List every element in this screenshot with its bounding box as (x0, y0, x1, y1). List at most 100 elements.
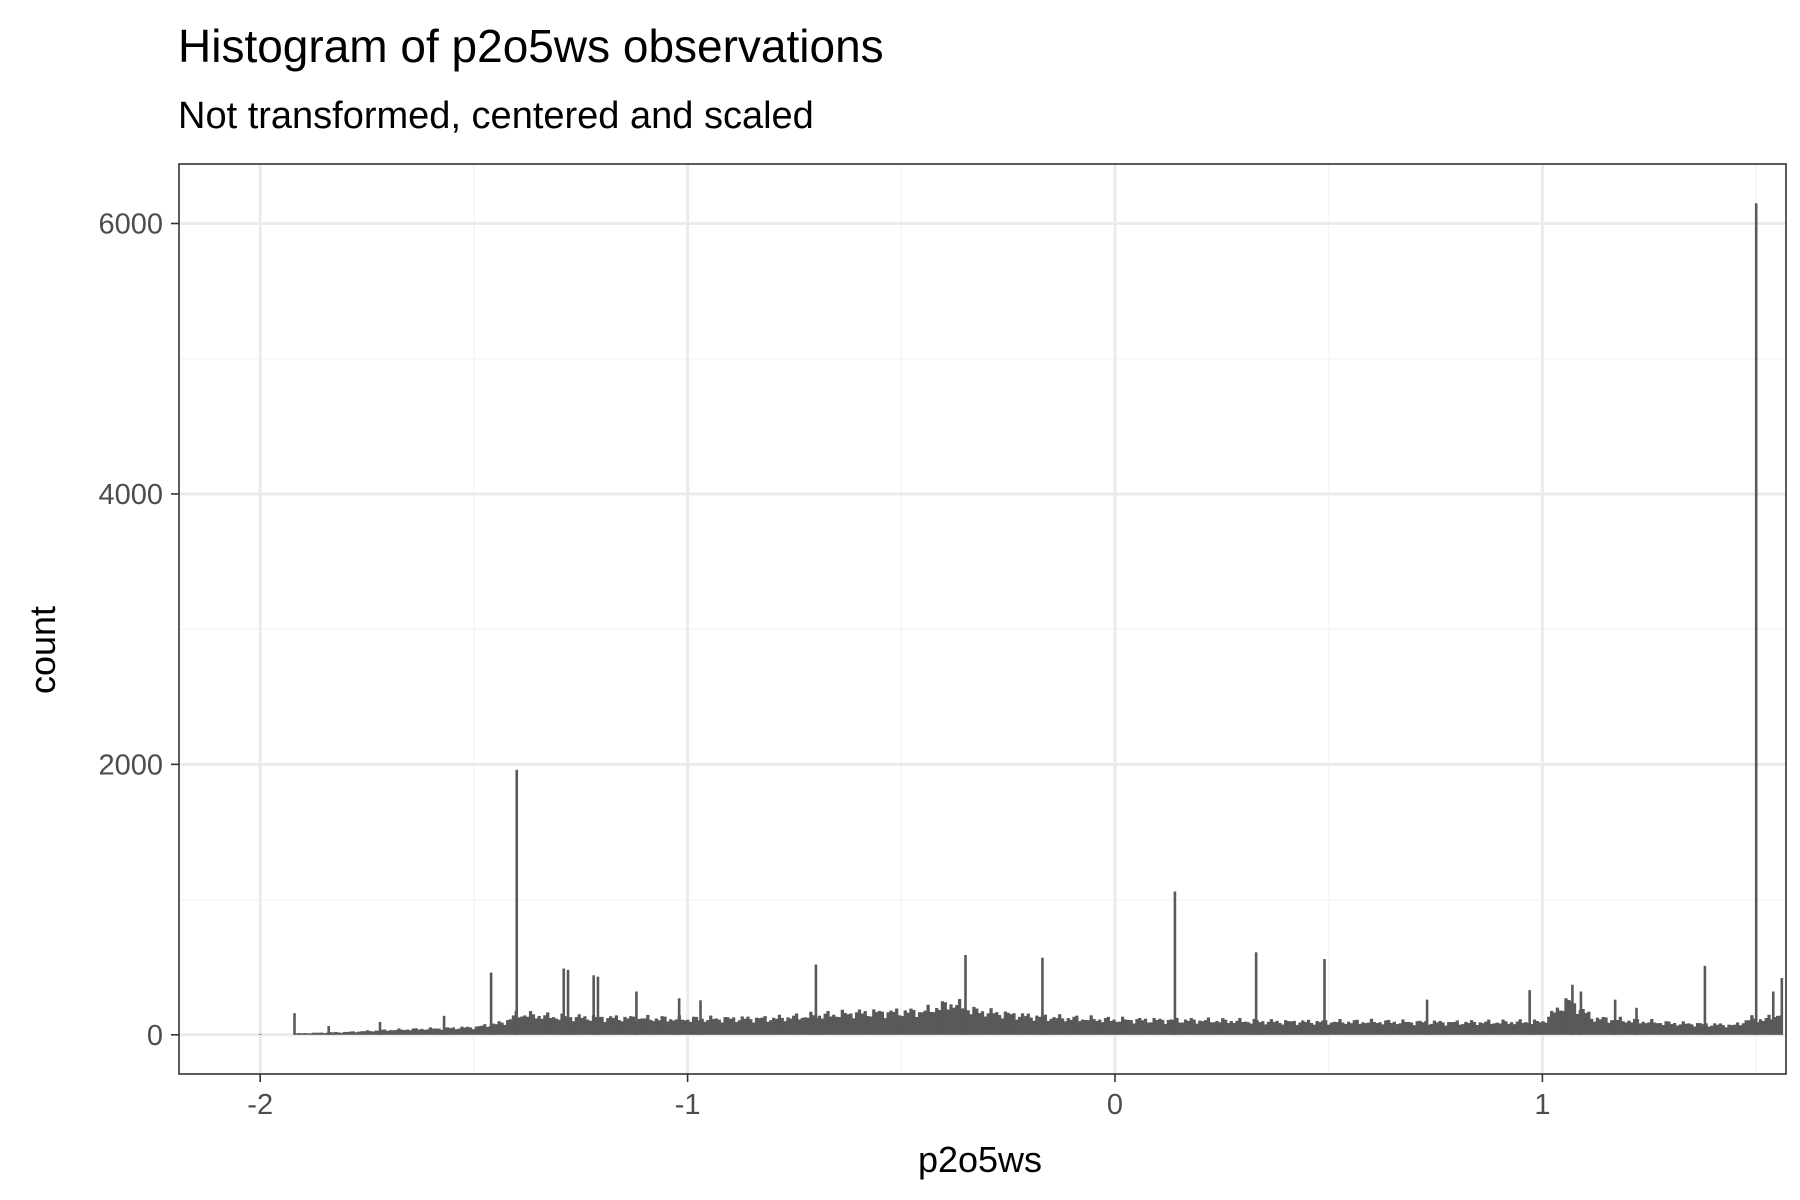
x-tick-label: 1 (1534, 1089, 1550, 1121)
histogram-bin (1510, 1022, 1513, 1035)
histogram-bin (935, 1008, 938, 1035)
histogram-bin (317, 1033, 320, 1035)
histogram-bin (540, 1019, 543, 1035)
histogram-bin (1762, 1021, 1765, 1035)
histogram-bin (1559, 1011, 1562, 1035)
histogram-spike (1580, 992, 1583, 1035)
histogram-bin (549, 1018, 552, 1035)
histogram-bin (1295, 1025, 1298, 1035)
histogram-bin (801, 1018, 804, 1035)
histogram-bin (1170, 1019, 1173, 1034)
histogram-bin (912, 1010, 915, 1035)
histogram-bin (343, 1032, 346, 1035)
histogram-bin (695, 1017, 698, 1035)
histogram-bin (1367, 1023, 1370, 1035)
histogram-bin (984, 1017, 987, 1035)
histogram-bin (546, 1012, 549, 1034)
histogram-bin (703, 1022, 706, 1035)
histogram-bin (967, 1010, 970, 1034)
histogram-bin (969, 1014, 972, 1035)
histogram-bin (947, 1010, 950, 1035)
histogram-bin (792, 1016, 795, 1035)
histogram-bin (749, 1019, 752, 1035)
chart-title: Histogram of p2o5ws observations (178, 20, 884, 72)
histogram-bin (1725, 1027, 1728, 1034)
histogram-bin (1015, 1020, 1018, 1035)
histogram-bin (955, 1005, 958, 1035)
histogram-spike (1255, 952, 1258, 1034)
histogram-bin (1287, 1021, 1290, 1035)
histogram-spike (1174, 891, 1177, 1034)
histogram-bin (1630, 1022, 1633, 1034)
histogram-bin (426, 1029, 429, 1034)
histogram-bin (1238, 1018, 1241, 1035)
histogram-bin (1009, 1014, 1012, 1035)
histogram-bin (1759, 1019, 1762, 1035)
histogram-bin (1533, 1019, 1536, 1034)
histogram-bin (495, 1024, 498, 1035)
histogram-bin (804, 1017, 807, 1034)
histogram-bin (1270, 1019, 1273, 1035)
histogram-bin (1639, 1023, 1642, 1034)
histogram-bin (1044, 1015, 1047, 1035)
histogram-bin (1553, 1013, 1556, 1035)
histogram-bin (795, 1013, 798, 1034)
histogram-bin (1135, 1019, 1138, 1035)
histogram-bin (1029, 1018, 1032, 1035)
histogram-bin (429, 1027, 432, 1034)
histogram-bin (1341, 1022, 1344, 1034)
histogram-bin (352, 1031, 355, 1034)
histogram-bin (1479, 1022, 1482, 1034)
histogram-bin (1622, 1021, 1625, 1035)
histogram-bin (1235, 1021, 1238, 1035)
histogram-spike (592, 975, 595, 1034)
histogram-bin (1765, 1018, 1768, 1035)
histogram-bin (609, 1016, 612, 1035)
histogram-bin (535, 1018, 538, 1034)
histogram-bin (1204, 1020, 1207, 1035)
histogram-bin (1061, 1018, 1064, 1034)
histogram-bin (846, 1014, 849, 1035)
histogram-bin (1195, 1024, 1198, 1035)
histogram-bin (603, 1022, 606, 1035)
histogram-bin (600, 1017, 603, 1035)
histogram-bin (1421, 1022, 1424, 1034)
histogram-bin (898, 1015, 901, 1035)
histogram-bin (718, 1020, 721, 1035)
histogram-bin (1098, 1020, 1101, 1035)
histogram-bin (306, 1033, 309, 1035)
histogram-spike (562, 969, 565, 1035)
histogram-bin (1679, 1024, 1682, 1034)
histogram-bin (349, 1032, 352, 1035)
histogram-bin (981, 1011, 984, 1035)
histogram-bin (1107, 1017, 1110, 1035)
histogram-bin (395, 1030, 398, 1035)
histogram-bin (1541, 1021, 1544, 1035)
histogram-bin (337, 1032, 340, 1034)
histogram-bin (921, 1012, 924, 1035)
histogram-bin (818, 1016, 821, 1035)
histogram-bin (1101, 1022, 1104, 1035)
histogram-bin (1152, 1018, 1155, 1035)
histogram-bin (303, 1033, 306, 1035)
histogram-bin (1713, 1023, 1716, 1034)
histogram-bin (1384, 1020, 1387, 1034)
histogram-bin (1244, 1022, 1247, 1035)
histogram-bin (746, 1017, 749, 1035)
histogram-bin (1664, 1021, 1667, 1035)
histogram-bin (538, 1016, 541, 1035)
histogram-bin (1181, 1023, 1184, 1035)
histogram-bin (363, 1031, 366, 1035)
histogram-bin (1576, 1014, 1579, 1035)
histogram-bin (623, 1017, 626, 1035)
histogram-bin (374, 1031, 377, 1035)
histogram-bin (1690, 1024, 1693, 1034)
histogram-bin (1767, 1015, 1770, 1035)
histogram-bin (1430, 1024, 1433, 1035)
histogram-bin (1456, 1020, 1459, 1034)
histogram-bin (675, 1019, 678, 1034)
histogram-bin (415, 1028, 418, 1035)
histogram-bin (1742, 1023, 1745, 1035)
histogram-bin (1001, 1018, 1004, 1034)
histogram-bin (1673, 1023, 1676, 1035)
